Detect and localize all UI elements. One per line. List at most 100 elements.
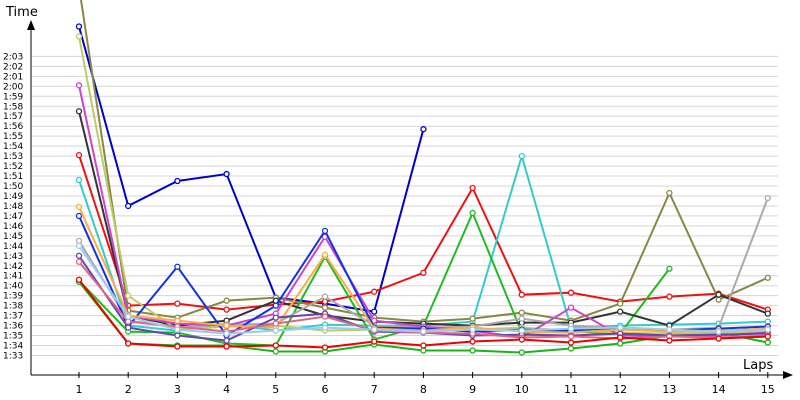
- data-point: [666, 326, 673, 333]
- x-tick-label: 5: [272, 383, 279, 396]
- data-point: [715, 291, 722, 298]
- y-tick-label: 1:42: [3, 262, 23, 272]
- data-point: [125, 202, 132, 210]
- series-lines: [75, 0, 771, 356]
- data-point: [518, 291, 525, 298]
- data-point: [75, 176, 83, 184]
- data-point: [321, 304, 329, 311]
- data-point: [321, 293, 329, 300]
- series-line: [78, 36, 768, 335]
- x-tick-label: 12: [613, 383, 627, 396]
- data-point: [75, 237, 83, 244]
- series-line: [78, 281, 768, 354]
- data-point: [420, 347, 427, 354]
- data-point: [567, 304, 575, 311]
- series-line: [78, 154, 769, 311]
- series-line: [78, 111, 769, 327]
- data-point: [371, 326, 378, 333]
- data-point: [321, 251, 329, 258]
- y-tick-label: 1:38: [3, 302, 23, 312]
- x-axis-arrow: [783, 371, 793, 379]
- y-tick-label: 2:01: [3, 72, 23, 82]
- data-point: [666, 189, 673, 197]
- data-point: [223, 170, 230, 178]
- x-axis-label: Laps: [743, 358, 773, 373]
- data-point: [764, 326, 771, 333]
- data-point: [567, 325, 575, 332]
- data-point: [715, 335, 722, 342]
- x-tick-label: 7: [371, 383, 378, 396]
- data-point: [223, 322, 230, 329]
- series-line: [78, 26, 425, 313]
- data-point: [272, 302, 279, 309]
- data-point: [617, 334, 624, 341]
- data-point: [518, 309, 525, 316]
- x-tick-label: 2: [125, 383, 132, 396]
- y-tick-label: 1:47: [3, 212, 23, 222]
- data-point: [371, 308, 378, 315]
- data-point: [174, 317, 181, 324]
- data-point: [617, 324, 624, 331]
- data-point: [75, 258, 83, 265]
- data-point: [567, 289, 575, 296]
- data-point: [469, 338, 476, 345]
- y-tick-label: 1:36: [3, 322, 23, 332]
- data-point: [764, 339, 771, 346]
- x-tick-label: 14: [712, 383, 726, 396]
- data-point: [764, 310, 771, 317]
- x-tick-label: 10: [515, 383, 529, 396]
- data-point: [321, 227, 329, 235]
- data-point: [715, 296, 722, 303]
- data-point: [420, 126, 427, 133]
- data-point: [223, 337, 230, 344]
- data-point: [272, 348, 279, 355]
- data-point: [125, 318, 132, 325]
- y-tick-label: 1:55: [3, 132, 23, 142]
- y-tick-label: 1:34: [3, 342, 23, 352]
- data-point: [617, 340, 624, 347]
- data-point: [567, 339, 575, 346]
- data-point: [321, 344, 329, 351]
- data-point: [469, 326, 476, 333]
- y-tick-label: 1:35: [3, 332, 23, 342]
- data-point: [75, 82, 83, 89]
- y-tick-label: 1:41: [3, 272, 23, 282]
- data-point: [469, 315, 476, 322]
- data-point: [125, 340, 132, 347]
- data-point: [75, 276, 83, 283]
- grid-lines: [32, 55, 778, 356]
- data-point: [75, 212, 83, 220]
- data-point: [75, 242, 83, 249]
- y-tick-label: 1:33: [3, 352, 23, 362]
- data-point: [125, 292, 132, 299]
- data-point: [321, 313, 329, 320]
- y-tick-label: 1:54: [3, 142, 23, 152]
- data-point: [617, 300, 624, 307]
- data-point: [518, 152, 525, 160]
- y-tick-label: 1:57: [3, 112, 23, 122]
- x-tick-label: 3: [174, 383, 181, 396]
- data-point: [371, 338, 378, 345]
- data-point: [567, 345, 575, 352]
- data-point: [174, 300, 181, 307]
- y-tick-label: 1:53: [3, 152, 23, 162]
- data-point: [223, 297, 230, 304]
- y-tick-label: 1:46: [3, 222, 23, 232]
- data-point: [223, 306, 230, 313]
- data-point: [272, 342, 279, 349]
- y-tick-label: 1:52: [3, 162, 23, 172]
- data-point: [666, 265, 673, 272]
- data-point: [666, 293, 673, 300]
- x-tick-label: 13: [662, 383, 676, 396]
- data-point: [321, 298, 329, 305]
- y-tick-label: 1:40: [3, 282, 23, 292]
- y-axis-arrow: [27, 20, 35, 30]
- data-point: [764, 274, 771, 281]
- data-point: [764, 333, 771, 340]
- x-tick-label: 8: [420, 383, 427, 396]
- data-point: [469, 184, 476, 192]
- data-point: [125, 313, 132, 320]
- data-point: [420, 328, 427, 335]
- y-tick-label: 1:37: [3, 312, 23, 322]
